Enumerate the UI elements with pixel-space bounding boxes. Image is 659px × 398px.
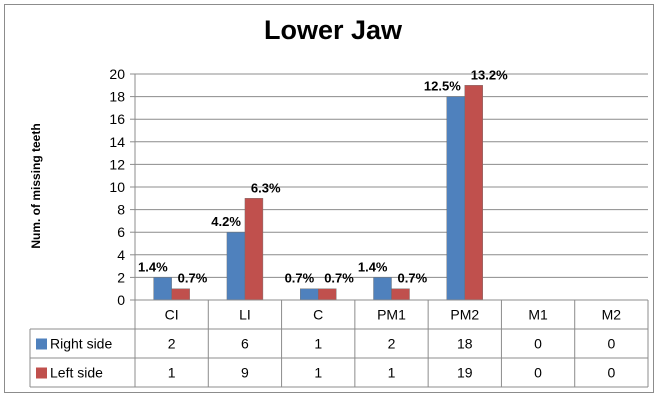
- chart-frame: [4, 4, 654, 393]
- table-cell: 2: [168, 336, 176, 352]
- legend-swatch: [36, 367, 47, 379]
- table-cell: 0: [607, 365, 615, 381]
- bar: [153, 277, 172, 301]
- x-tick-label: LI: [239, 307, 251, 323]
- y-tick-label: 0: [117, 292, 125, 308]
- y-tick-label: 14: [109, 134, 125, 150]
- y-tick-label: 2: [117, 269, 125, 285]
- x-tick-label: C: [313, 307, 323, 323]
- data-label: 4.2%: [211, 214, 241, 229]
- axes: 0 2 4 6 8 10 12 14 16 18 20: [109, 66, 136, 308]
- gridlines: [135, 73, 648, 301]
- x-tick-label: PM2: [450, 307, 479, 323]
- data-label: 1.4%: [138, 259, 168, 274]
- legend-label: Left side: [50, 365, 103, 381]
- data-label: 0.7%: [324, 271, 354, 286]
- bar: [464, 85, 483, 301]
- bar: [226, 231, 246, 301]
- table-cell: 19: [457, 365, 473, 381]
- data-labels: 1.4% 4.2% 0.7% 1.4% 12.5% 0.7% 6.3% 0.7% 0.7% 13.…: [138, 67, 508, 285]
- data-label: 13.2%: [471, 67, 508, 82]
- y-axis-label: Num. of missing teeth: [29, 123, 43, 248]
- bar: [318, 288, 337, 301]
- legend-label: Right side: [50, 336, 112, 352]
- table-cell: 1: [388, 365, 396, 381]
- chart-title: Lower Jaw: [264, 15, 403, 45]
- bar: [373, 277, 392, 301]
- legend-swatch: [36, 338, 47, 350]
- bar: [300, 288, 319, 301]
- data-label: 0.7%: [285, 271, 315, 286]
- table-cell: 0: [534, 336, 542, 352]
- data-label: 0.7%: [178, 271, 208, 286]
- table-cell: 6: [241, 336, 249, 352]
- y-tick-label: 6: [117, 224, 125, 240]
- data-label: 12.5%: [424, 79, 461, 94]
- x-tick-label: M2: [602, 307, 622, 323]
- table-cell: 1: [314, 365, 322, 381]
- bar: [171, 288, 190, 301]
- table-cell: 0: [607, 336, 615, 352]
- x-tick-label: CI: [165, 307, 179, 323]
- y-tick-label: 12: [109, 156, 125, 172]
- table-cell: 0: [534, 365, 542, 381]
- y-tick-label: 10: [109, 179, 125, 195]
- y-tick-label: 16: [109, 111, 125, 127]
- bar: [446, 96, 465, 301]
- data-label: 0.7%: [398, 271, 428, 286]
- x-tick-label: PM1: [377, 307, 406, 323]
- bars: [153, 85, 483, 301]
- y-tick-label: 20: [109, 66, 125, 82]
- table-cell: 9: [241, 365, 249, 381]
- data-label: 1.4%: [358, 259, 388, 274]
- table-cell: 1: [168, 365, 176, 381]
- y-tick-label: 4: [117, 247, 125, 263]
- table-cell: 2: [388, 336, 396, 352]
- table-cell: 18: [457, 336, 473, 352]
- data-label: 6.3%: [251, 180, 281, 195]
- y-tick-label: 18: [109, 89, 125, 105]
- table-cell: 1: [314, 336, 322, 352]
- x-tick-label: M1: [528, 307, 548, 323]
- bar: [391, 288, 410, 301]
- y-tick-label: 8: [117, 202, 125, 218]
- bar: [244, 198, 264, 301]
